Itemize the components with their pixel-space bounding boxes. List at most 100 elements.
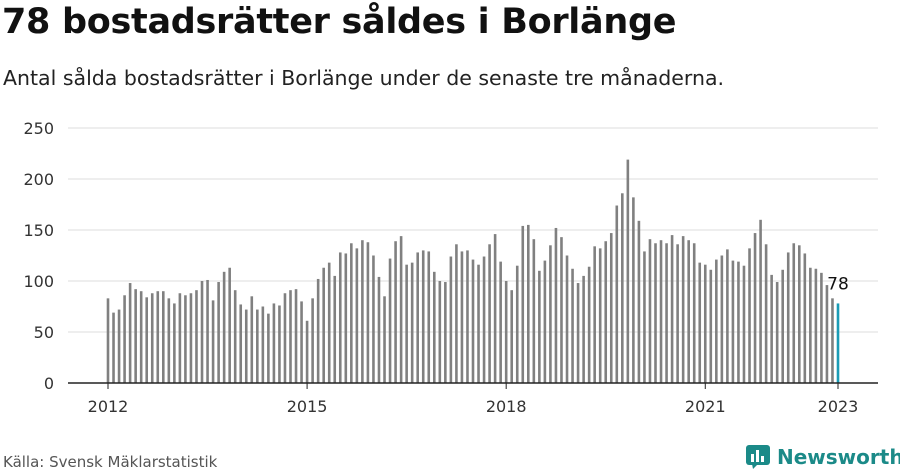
x-tick-label: 2012 [88,397,129,416]
bar [239,304,243,383]
bar [300,301,303,383]
y-tick-label: 200 [23,170,54,189]
bar [455,244,458,383]
bar [466,250,469,383]
bar [554,227,558,383]
bar [571,268,574,383]
bar [665,243,668,383]
bar [206,279,209,383]
bar [388,258,392,383]
bar [233,290,237,383]
bar [134,289,137,383]
source-note: Källa: Svensk Mäklarstatistik [3,453,218,471]
bar [438,281,442,383]
bar [394,241,397,383]
bar [692,243,696,383]
bar [709,269,713,383]
bar [350,243,353,383]
bar [770,274,773,383]
bar [217,282,220,383]
bar [715,259,718,383]
bar [173,303,176,383]
bar [488,244,491,383]
bar [831,298,834,383]
x-tick-label: 2023 [818,397,859,416]
bar [162,291,165,383]
bar [632,197,635,383]
bar [145,297,149,383]
bar [515,265,519,383]
bar [244,309,248,383]
bar [460,251,464,383]
bar [737,261,740,383]
y-tick-label: 50 [34,323,54,342]
bar-chart: 0 50 100 150 200 250 2012 2015 2018 2021 2023 78 [23,119,878,416]
bar [565,255,569,383]
bar [338,252,342,383]
bar [626,159,630,383]
chart-subtitle: Antal sålda bostadsrätter i Borlänge und… [3,66,725,90]
bar [621,193,624,383]
bar [305,320,309,383]
bar [261,306,265,383]
bar [527,224,530,383]
bar [759,219,762,383]
bar [670,235,674,383]
bar [156,291,160,383]
bar [681,236,685,383]
bar [582,275,585,383]
highlight-value-label: 78 [827,274,849,294]
y-tick-label: 0 [44,374,54,393]
bar [499,261,502,383]
bar [731,260,735,383]
bar [775,282,779,383]
bar [421,250,425,383]
bar [327,262,331,383]
bar [643,251,646,383]
bar [139,291,143,383]
bar [294,289,298,383]
bar [654,243,657,383]
y-tick-label: 100 [23,272,54,291]
bar [543,260,547,383]
bar [792,243,796,383]
newsworthy-logo-icon [746,445,770,469]
bar [532,239,536,383]
bar [504,281,508,383]
bar [809,267,812,383]
bar [228,267,231,383]
bar [549,245,552,383]
bar [189,293,193,383]
bar [449,256,453,383]
bar [333,275,337,383]
bar [178,293,182,383]
y-tick-label: 250 [23,119,54,138]
bar [117,309,121,383]
bar [786,252,790,383]
bar [361,240,364,383]
bar [797,245,801,383]
bar [477,264,480,383]
bar [604,241,608,383]
bar [748,248,751,383]
bar [410,262,414,383]
bar [615,205,619,383]
bar [283,293,287,383]
bar [366,242,370,383]
bar [150,293,154,383]
bar [399,236,403,383]
bar [427,251,431,383]
bar [211,300,215,383]
bar [311,298,314,383]
bar [316,278,320,383]
bar [687,240,690,383]
bar [344,253,348,383]
bar [764,244,768,383]
newsworthy-brand[interactable]: Newsworthy [745,444,900,470]
bar [593,246,596,383]
bar [609,233,613,383]
bar [184,295,187,383]
bar [510,290,514,383]
bar [676,244,679,383]
x-tick-label: 2015 [287,397,328,416]
